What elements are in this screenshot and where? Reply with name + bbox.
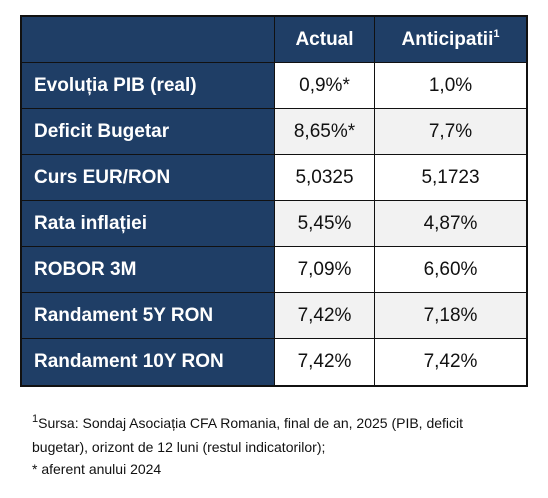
row-anticipatii: 7,7% (375, 109, 526, 154)
row-actual: 7,42% (275, 293, 375, 338)
row-actual: 0,9%* (275, 63, 375, 108)
row-anticipatii: 7,18% (375, 293, 526, 338)
table-row: Randament 5Y RON 7,42% 7,18% (22, 293, 526, 338)
row-actual: 5,45% (275, 201, 375, 246)
row-label: Curs EUR/RON (22, 155, 275, 200)
row-label: Deficit Bugetar (22, 109, 275, 154)
footnote-asterisk: * aferent anului 2024 (32, 461, 162, 477)
table-row: Evoluția PIB (real) 0,9%* 1,0% (22, 63, 526, 108)
table-row: Randament 10Y RON 7,42% 7,42% (22, 339, 526, 385)
row-actual: 5,0325 (275, 155, 375, 200)
header-footnote-marker: 1 (493, 27, 500, 40)
table-row: ROBOR 3M 7,09% 6,60% (22, 247, 526, 292)
row-anticipatii: 4,87% (375, 201, 526, 246)
row-anticipatii: 5,1723 (375, 155, 526, 200)
header-anticipatii: Anticipatii 1 (375, 17, 526, 62)
table-header-row: Actual Anticipatii 1 (22, 17, 526, 62)
table-row: Curs EUR/RON 5,0325 5,1723 (22, 155, 526, 200)
footnote-marker: 1 (32, 413, 39, 425)
footnote-source: 1Sursa: Sondaj Asociația CFA Romania, fi… (32, 412, 522, 458)
row-label: Evoluția PIB (real) (22, 63, 275, 108)
header-empty-cell (22, 17, 275, 62)
row-anticipatii: 6,60% (375, 247, 526, 292)
row-label: Randament 5Y RON (22, 293, 275, 338)
header-actual: Actual (275, 17, 375, 62)
footnote-source-text: Sursa: Sondaj Asociația CFA Romania, fin… (32, 415, 464, 455)
header-anticipatii-label: Anticipatii (401, 28, 494, 50)
table-row: Rata inflației 5,45% 4,87% (22, 201, 526, 246)
row-anticipatii: 7,42% (375, 339, 526, 385)
row-actual: 8,65%* (275, 109, 375, 154)
footnotes: 1Sursa: Sondaj Asociația CFA Romania, fi… (32, 412, 522, 480)
row-actual: 7,09% (275, 247, 375, 292)
row-label: ROBOR 3M (22, 247, 275, 292)
row-actual: 7,42% (275, 339, 375, 385)
row-label: Randament 10Y RON (22, 339, 275, 385)
row-anticipatii: 1,0% (375, 63, 526, 108)
table-row: Deficit Bugetar 8,65%* 7,7% (22, 109, 526, 154)
row-label: Rata inflației (22, 201, 275, 246)
indicators-table: Actual Anticipatii 1 Evoluția PIB (real) … (20, 15, 528, 387)
